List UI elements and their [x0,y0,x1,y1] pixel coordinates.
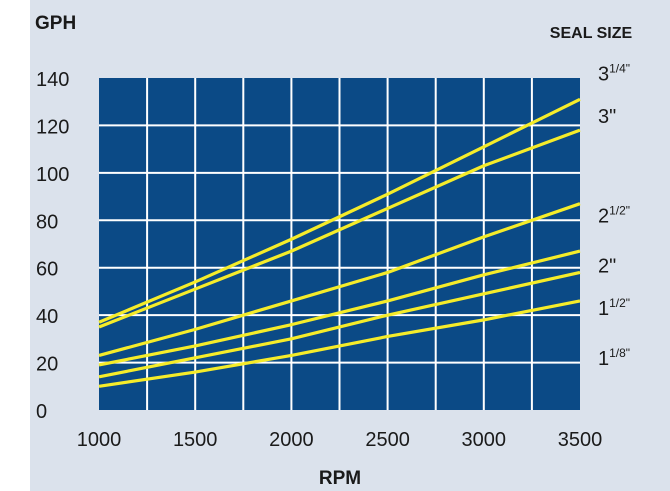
series-label-4: 11/2" [598,296,630,320]
series-label-3: 2" [598,255,616,277]
series-line-3 [98,249,581,367]
series-lines [98,97,581,388]
legend-title: SEAL SIZE [550,25,633,42]
y-tick-label: 0 [36,401,47,423]
x-tick-label: 1000 [77,429,122,451]
series-labels: 31/4" 3" 21/2" 2" 11/2" 11/8" [598,61,630,370]
series-label-1: 3" [598,106,616,128]
y-tick-label: 20 [36,354,58,376]
series-line-0 [98,97,581,324]
x-tick-label: 1500 [173,429,218,451]
y-tick-label: 140 [36,69,69,91]
series-line-2 [98,202,581,358]
x-axis-title: RPM [319,468,361,489]
y-axis-title: GPH [35,13,76,34]
series-line-4 [98,270,581,379]
series-label-5: 11/8" [598,346,630,370]
x-tick-label: 2000 [269,429,314,451]
x-tick-label: 3000 [462,429,507,451]
grid-lines [99,78,580,410]
series-line-5 [98,299,581,388]
series-label-2: 21/2" [598,204,630,228]
y-tick-label: 100 [36,164,69,186]
x-tick-label: 3500 [558,429,603,451]
series-label-0: 31/4" [598,61,630,85]
x-tick-label: 2500 [365,429,410,451]
y-tick-labels: 0 20 40 60 80 100 120 140 [36,69,69,423]
series-line-1 [98,128,581,329]
x-tick-labels: 1000 1500 2000 2500 3000 3500 [77,429,603,451]
y-tick-label: 60 [36,259,58,281]
y-tick-label: 80 [36,211,58,233]
y-tick-label: 40 [36,306,58,328]
y-tick-label: 120 [36,116,69,138]
